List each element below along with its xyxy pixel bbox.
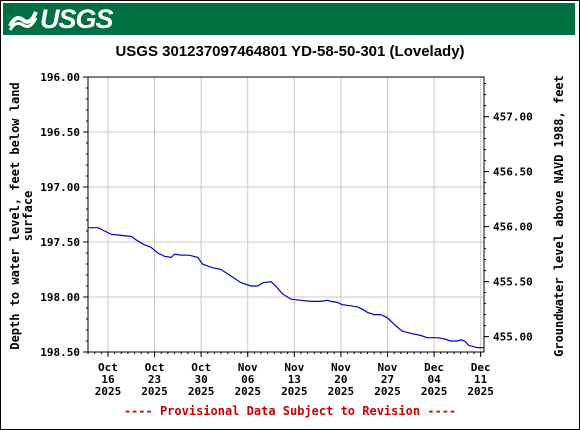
usgs-logo[interactable]: USGS (8, 3, 114, 34)
x-tick-label: 2025 (234, 385, 261, 398)
x-tick-label: 2025 (281, 385, 308, 398)
x-tick-label: 06 (241, 373, 255, 386)
plot-border (87, 76, 485, 353)
x-tick-label: 2025 (141, 385, 168, 398)
x-tick-label: Dec (471, 361, 491, 374)
x-tick-label: 20 (334, 373, 347, 386)
x-tick-label: 23 (148, 373, 161, 386)
x-tick-label: Dec (424, 361, 444, 374)
x-tick-label: Nov (331, 361, 351, 374)
left-axis-title-line1: Depth to water level, feet below land (8, 82, 22, 349)
x-tick-label: 2025 (421, 385, 448, 398)
water-level-series-line (88, 227, 484, 349)
x-tick-label: 30 (195, 373, 208, 386)
chart-title: USGS 301237097464801 YD-58-50-301 (Lovel… (115, 43, 465, 60)
provisional-data-note: ---- Provisional Data Subject to Revisio… (123, 404, 457, 418)
x-tick-label: 04 (427, 373, 441, 386)
right-tick-label: 457.00 (493, 111, 533, 124)
x-tick-label: Oct (145, 361, 165, 374)
right-tick-label: 456.00 (493, 221, 533, 234)
left-tick-label: 197.00 (40, 181, 80, 194)
right-axis-title: Groundwater level above NAVD 1988, feet (552, 75, 566, 357)
left-axis-title-line2: surface (21, 191, 35, 242)
right-tick-label: 455.00 (493, 331, 533, 344)
x-tick-label: Nov (284, 361, 304, 374)
left-tick-label: 198.50 (40, 346, 80, 359)
left-tick-label: 196.50 (40, 126, 80, 139)
x-tick-label: 2025 (328, 385, 355, 398)
x-tick-label: Oct (98, 361, 118, 374)
left-tick-label: 197.50 (40, 236, 80, 249)
x-tick-label: 2025 (188, 385, 215, 398)
right-tick-label: 455.50 (493, 276, 533, 289)
x-tick-label: 2025 (95, 385, 122, 398)
usgs-logo-wave-icon (8, 11, 38, 31)
x-tick-label: 11 (474, 373, 488, 386)
left-tick-label: 196.00 (40, 71, 80, 84)
usgs-logo-text: USGS (40, 3, 114, 34)
x-tick-label: Nov (238, 361, 258, 374)
x-tick-label: 13 (288, 373, 301, 386)
x-tick-label: Oct (191, 361, 211, 374)
right-tick-label: 456.50 (493, 166, 533, 179)
x-tick-label: Nov (378, 361, 398, 374)
x-tick-label: 2025 (374, 385, 401, 398)
x-tick-label: 27 (381, 373, 394, 386)
x-tick-label: 2025 (467, 385, 494, 398)
usgs-banner: USGS (3, 3, 575, 35)
left-tick-label: 198.00 (40, 291, 80, 304)
x-tick-label: 16 (101, 373, 115, 386)
